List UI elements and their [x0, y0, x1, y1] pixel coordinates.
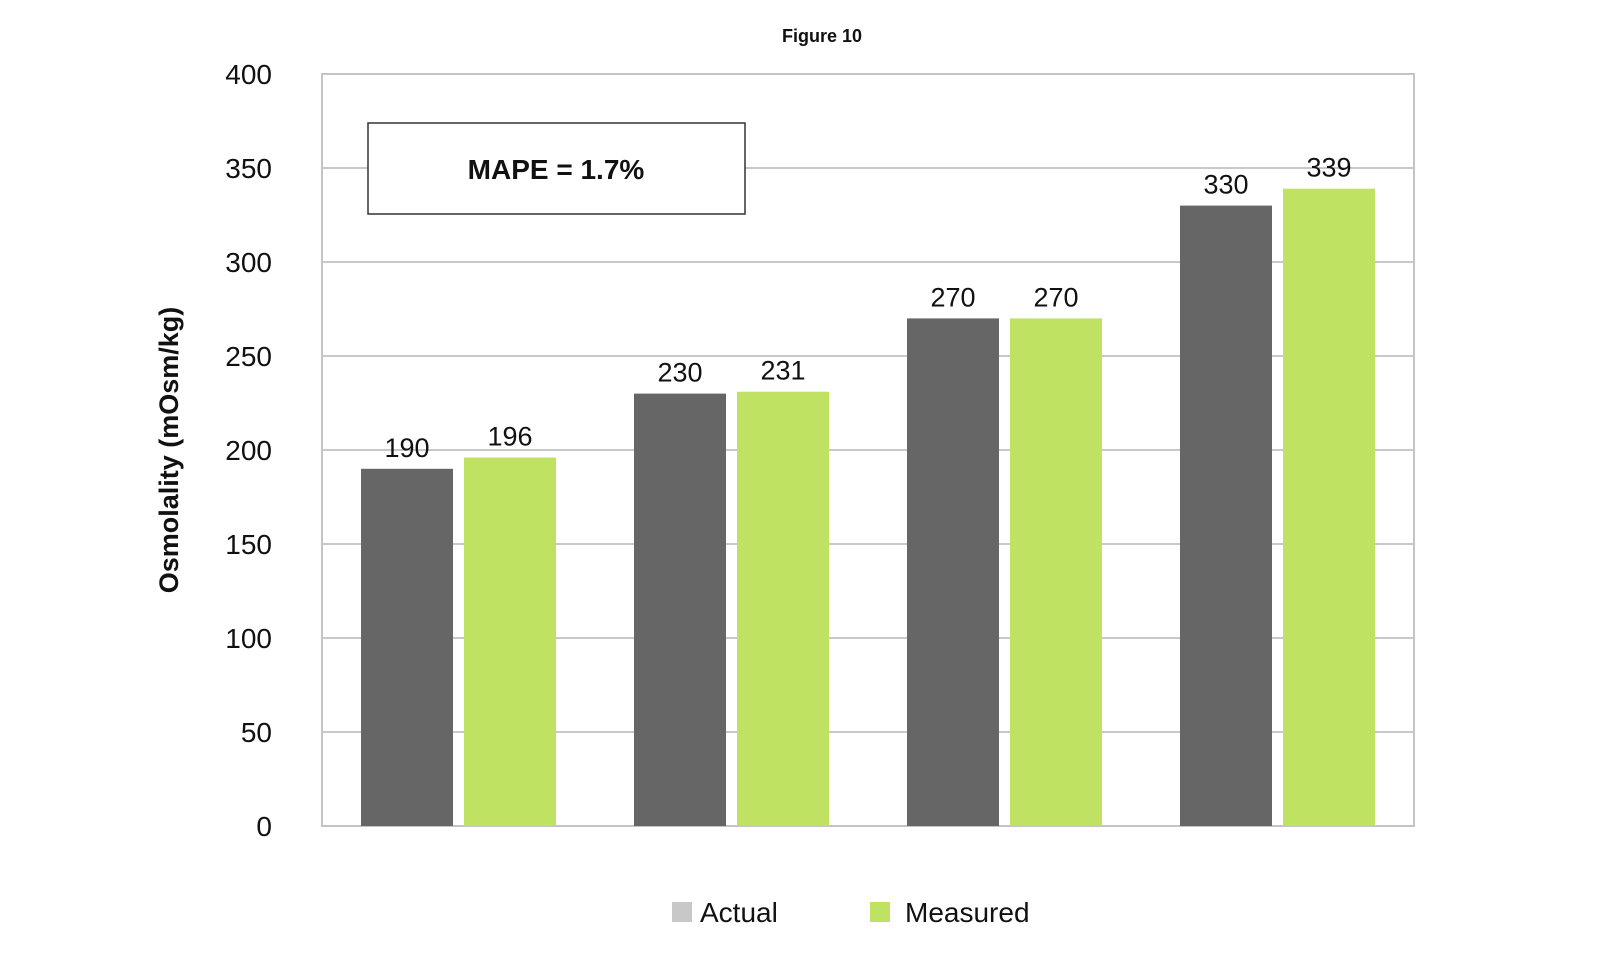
- legend-swatch-measured: [870, 902, 890, 922]
- y-tick-label: 50: [241, 717, 272, 748]
- data-label-measured-2: 231: [760, 356, 805, 386]
- bar-actual-4: [1180, 205, 1272, 827]
- y-tick-label: 0: [256, 811, 272, 842]
- data-label-measured-1: 196: [487, 422, 532, 452]
- data-label-actual-4: 330: [1203, 170, 1248, 200]
- bar-measured-1: [464, 457, 556, 826]
- bar-actual-1: [361, 468, 453, 826]
- y-axis-label: Osmolality (mOsm/kg): [154, 307, 184, 594]
- annotation-frame: [367, 122, 746, 215]
- legend-label-actual: Actual: [700, 897, 778, 928]
- y-tick-label: 100: [225, 623, 272, 654]
- bar-measured-4: [1283, 188, 1375, 826]
- legend-swatch-actual: [672, 902, 692, 922]
- y-tick-label: 150: [225, 529, 272, 560]
- y-tick-label: 300: [225, 247, 272, 278]
- annotation-box: MAPE = 1.7%: [367, 122, 746, 215]
- legend-label-measured: Measured: [905, 897, 1030, 928]
- annotation-text: MAPE = 1.7%: [468, 154, 645, 185]
- data-labels: 190 196 230 231 270 270 330 339: [384, 153, 1351, 463]
- legend: Actual Measured: [672, 897, 1030, 928]
- bar-measured-3: [1010, 318, 1102, 826]
- bar-measured-2: [737, 391, 829, 826]
- data-label-measured-3: 270: [1033, 282, 1078, 312]
- y-tick-label: 200: [225, 435, 272, 466]
- y-tick-label: 350: [225, 153, 272, 184]
- bars: [361, 188, 1375, 827]
- data-label-actual-1: 190: [384, 433, 429, 463]
- plot-area-border: [321, 73, 1415, 827]
- bar-actual-3: [907, 318, 999, 826]
- y-tick-label: 250: [225, 341, 272, 372]
- y-tick-label: 400: [225, 59, 272, 90]
- data-label-actual-2: 230: [657, 358, 702, 388]
- data-label-actual-3: 270: [930, 282, 975, 312]
- data-label-measured-4: 339: [1306, 153, 1351, 183]
- bar-actual-2: [634, 393, 726, 826]
- chart-title: Figure 10: [782, 26, 862, 46]
- y-axis-ticks: 0 50 100 150 200 250 300 350 400: [225, 59, 272, 842]
